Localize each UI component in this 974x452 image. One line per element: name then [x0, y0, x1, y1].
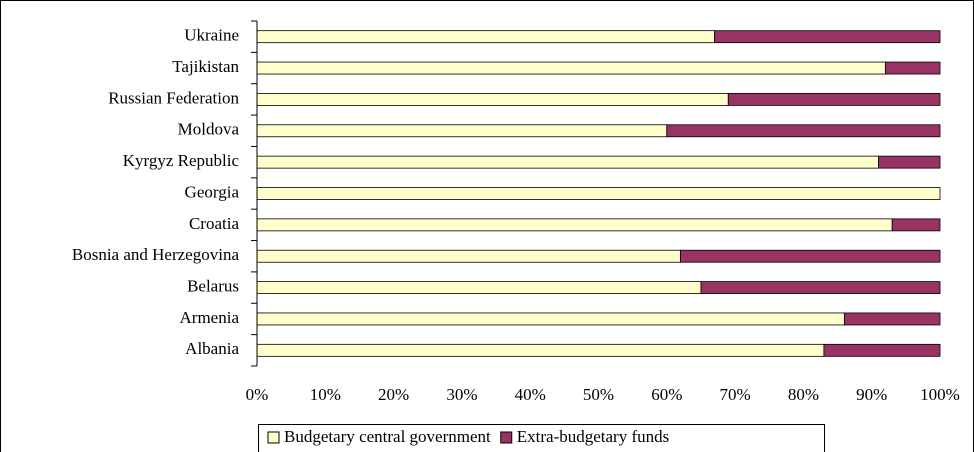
- bar-segment: [256, 155, 879, 169]
- bar-segment: [256, 187, 941, 200]
- y-tick-label: Armenia: [180, 308, 240, 327]
- bar-segment: [666, 124, 941, 138]
- y-tick-label: Belarus: [187, 276, 239, 295]
- y-tick-label: Georgia: [185, 182, 240, 201]
- y-tick-label: Tajikistan: [172, 57, 239, 76]
- y-tick-label: Ukraine: [184, 26, 239, 45]
- bar-segment: [256, 61, 886, 75]
- bar-segment: [878, 155, 941, 169]
- bar-segment: [884, 61, 941, 75]
- x-tick-label: 0%: [246, 385, 269, 404]
- bar-segment: [256, 218, 893, 232]
- legend-label: Extra-budgetary funds: [517, 427, 669, 446]
- bar-segment: [843, 312, 941, 326]
- x-tick-label: 80%: [788, 385, 819, 404]
- bar-segment: [256, 124, 668, 138]
- x-tick-label: 70%: [720, 385, 751, 404]
- legend: Budgetary central government Extra-budget…: [258, 424, 825, 452]
- legend-swatch: [267, 431, 280, 444]
- bar-segment: [700, 281, 941, 294]
- legend-box: [258, 424, 825, 452]
- x-tick-label: 60%: [651, 385, 682, 404]
- y-tick-label: Moldova: [178, 120, 240, 139]
- x-tick-label: 20%: [378, 385, 409, 404]
- x-tick-label: 50%: [583, 385, 614, 404]
- bar-segment: [256, 93, 729, 106]
- y-tick-label: Russian Federation: [108, 88, 239, 107]
- bar-segment: [256, 343, 825, 357]
- x-tick-label: 100%: [920, 385, 960, 404]
- y-tick-label: Kyrgyz Republic: [123, 151, 240, 170]
- legend-swatch: [500, 431, 513, 444]
- x-tick-label: 30%: [446, 385, 477, 404]
- y-tick-label: Croatia: [189, 214, 239, 233]
- bar-segment: [256, 281, 702, 294]
- bar-segment: [714, 30, 941, 44]
- y-tick-label: Bosnia and Herzegovina: [72, 245, 240, 264]
- bar-segment: [256, 312, 845, 326]
- x-tick-label: 10%: [310, 385, 341, 404]
- bar-segment: [256, 249, 681, 263]
- y-tick-label: Albania: [185, 339, 239, 358]
- legend-label: Budgetary central government: [284, 427, 491, 446]
- x-tick-label: 40%: [515, 385, 546, 404]
- bar-segment: [727, 93, 941, 106]
- x-tick-label: 90%: [856, 385, 887, 404]
- bar-segment: [256, 30, 716, 44]
- bar-segment: [891, 218, 941, 232]
- bar-segment: [680, 249, 941, 263]
- bar-segment: [823, 343, 941, 357]
